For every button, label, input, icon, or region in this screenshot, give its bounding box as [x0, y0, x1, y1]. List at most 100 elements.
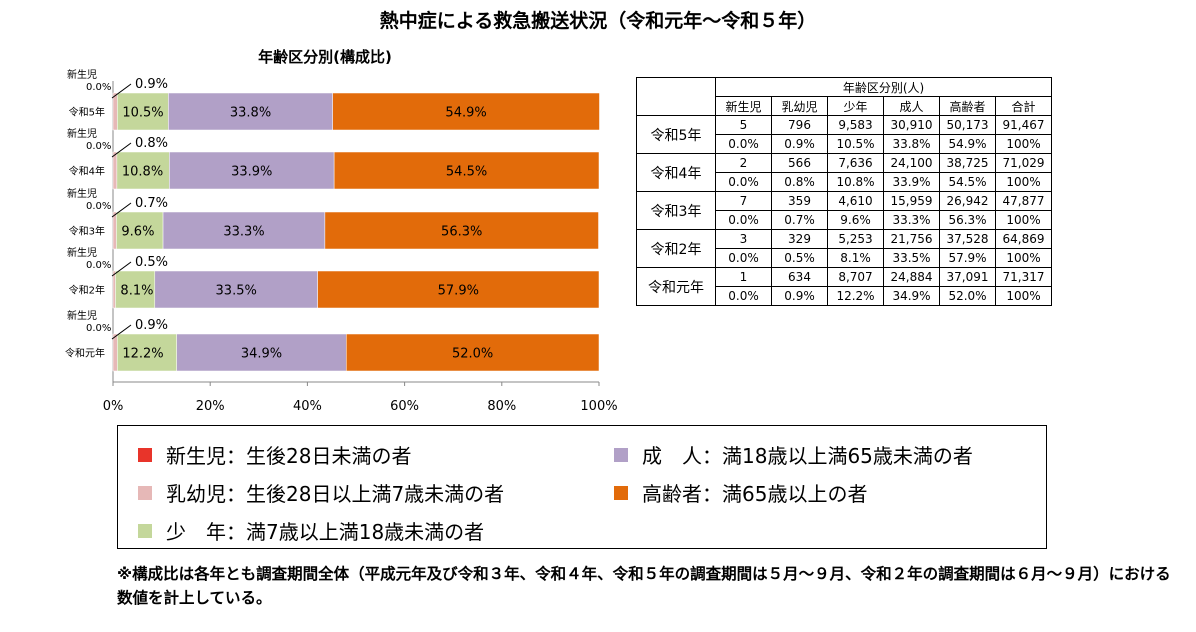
bar-segment: [117, 92, 169, 131]
table-percent-cell: 8.1%: [827, 248, 884, 268]
table-column-header: 新生児: [715, 96, 772, 116]
data-label: 54.9%: [445, 106, 486, 121]
bar-segment: [117, 333, 177, 372]
table-count-cell: 26,942: [939, 191, 996, 211]
legend-item-youth: 少 年：満7歳以上満18歳未満の者: [138, 516, 484, 545]
leader-line: [111, 142, 132, 158]
data-label: 0.0%: [86, 323, 111, 334]
table-year-cell: 令和3年: [636, 191, 716, 230]
x-tick-label: 60%: [390, 399, 419, 414]
table-column-header: 成人: [883, 96, 940, 116]
category-top-label: 新生児: [67, 309, 97, 322]
category-top-label: 新生児: [67, 127, 97, 140]
bar-segment: [112, 151, 118, 190]
table-percent-cell: 0.0%: [715, 248, 772, 268]
table-count-cell: 64,869: [995, 229, 1052, 249]
bar-segment: [154, 270, 318, 309]
table-row-counts: 令和5年 5 796 9,583 30,910 50,173 91,467: [636, 115, 1052, 154]
data-label: 56.3%: [441, 225, 482, 240]
bar-segment: [116, 151, 170, 190]
table-percent-cell: 100%: [995, 248, 1052, 268]
table-row-counts: 令和元年 1 634 8,707 24,884 37,091 71,317: [636, 267, 1052, 306]
data-label: 33.3%: [223, 225, 264, 240]
data-label: 0.9%: [135, 318, 168, 333]
data-label: 12.2%: [122, 347, 163, 362]
table-count-cell: 91,467: [995, 115, 1052, 135]
bar-segment: [176, 333, 347, 372]
leader-line: [111, 324, 132, 340]
table-count-cell: 24,884: [883, 267, 940, 287]
table-row-percent: 0.0% 0.9% 12.2% 34.9% 52.0% 100%: [637, 286, 1052, 306]
data-label: 0.5%: [135, 255, 168, 270]
table-percent-cell: 33.8%: [883, 134, 940, 154]
table-row-percent: 0.0% 0.8% 10.8% 33.9% 54.5% 100%: [637, 172, 1052, 192]
legend-label: 乳幼児：生後28日以上満7歳未満の者: [166, 482, 505, 506]
table-percent-cell: 0.7%: [771, 210, 828, 230]
bar-segment: [169, 151, 335, 190]
table-count-cell: 3: [715, 229, 772, 249]
legend-label: 成 人：満18歳以上満65歳未満の者: [642, 444, 973, 468]
table-percent-cell: 0.9%: [771, 286, 828, 306]
table-row-counts: 令和3年 7 359 4,610 15,959 26,942 47,877: [636, 191, 1052, 230]
bar-segment: [346, 333, 600, 372]
footnote: ※構成比は各年とも調査期間全体（平成元年及び令和３年、令和４年、令和５年の調査期…: [117, 565, 1171, 607]
table-percent-cell: 33.9%: [883, 172, 940, 192]
category-label: 令和5年: [69, 106, 105, 119]
table-count-cell: 7,636: [827, 153, 884, 173]
leader-line: [111, 83, 132, 99]
table-row-percent: 0.0% 0.9% 10.5% 33.8% 54.9% 100%: [637, 134, 1052, 154]
main-title: 熱中症による救急搬送状況（令和元年〜令和５年）: [379, 10, 817, 32]
legend-item-infant: 乳幼児：生後28日以上満7歳未満の者: [138, 478, 504, 507]
category-top-label: 新生児: [67, 187, 97, 200]
table-count-cell: 1: [715, 267, 772, 287]
legend: 新生児：生後28日未満の者 乳幼児：生後28日以上満7歳未満の者 少 年：満7歳…: [117, 425, 1047, 549]
table-year-cell: 令和5年: [636, 115, 716, 154]
table-count-cell: 21,756: [883, 229, 940, 249]
table-count-cell: 329: [771, 229, 828, 249]
table-group-header: 年齢区分別(人): [715, 77, 1052, 97]
data-label: 0.0%: [86, 141, 111, 152]
table-count-cell: 37,528: [939, 229, 996, 249]
bar-segment: [116, 211, 164, 250]
category-top-label: 新生児: [67, 68, 97, 81]
table-percent-cell: 0.9%: [771, 134, 828, 154]
bar-segment: [115, 270, 156, 309]
table-percent-cell: 33.5%: [883, 248, 940, 268]
table-row-counts: 令和2年 3 329 5,253 21,756 37,528 64,869: [636, 229, 1052, 268]
bar-segment: [112, 333, 118, 372]
table-year-cell: 令和2年: [636, 229, 716, 268]
bar-segment: [333, 151, 600, 190]
legend-swatch: [138, 485, 152, 500]
table-percent-cell: 100%: [995, 286, 1052, 306]
data-label: 0.0%: [86, 201, 111, 212]
table-percent-cell: 34.9%: [883, 286, 940, 306]
x-tick-label: 40%: [293, 399, 322, 414]
table-count-cell: 2: [715, 153, 772, 173]
bar-segment: [317, 270, 600, 309]
data-label: 52.0%: [452, 347, 493, 362]
stacked-bar-chart: 年齢区分別(構成比) 0% 20% 40% 60% 80% 100%新生児令和5年0.0%…: [65, 48, 618, 414]
table-percent-cell: 0.0%: [715, 210, 772, 230]
x-tick-label: 100%: [580, 399, 617, 414]
chart-title: 年齢区分別(構成比): [258, 48, 392, 66]
x-tick-label: 80%: [487, 399, 516, 414]
data-label: 34.9%: [241, 347, 282, 362]
data-label: 10.5%: [122, 106, 163, 121]
table-column-header: 乳幼児: [771, 96, 828, 116]
table-count-cell: 37,091: [939, 267, 996, 287]
data-label: 8.1%: [120, 284, 153, 299]
bar-segment: [112, 92, 118, 131]
data-label: 10.8%: [122, 165, 163, 180]
table-count-cell: 24,100: [883, 153, 940, 173]
legend-label: 少 年：満7歳以上満18歳未満の者: [166, 520, 485, 544]
bar-segment: [112, 270, 116, 309]
table-year-cell: 令和元年: [636, 267, 716, 306]
table-count-cell: 5,253: [827, 229, 884, 249]
category-label: 令和2年: [69, 284, 105, 297]
bar-segment: [324, 211, 599, 250]
legend-label: 新生児：生後28日未満の者: [166, 444, 412, 468]
bar-segment: [332, 92, 600, 131]
table-year-cell: 令和4年: [636, 153, 716, 192]
table-percent-cell: 54.9%: [939, 134, 996, 154]
table-count-cell: 634: [771, 267, 828, 287]
